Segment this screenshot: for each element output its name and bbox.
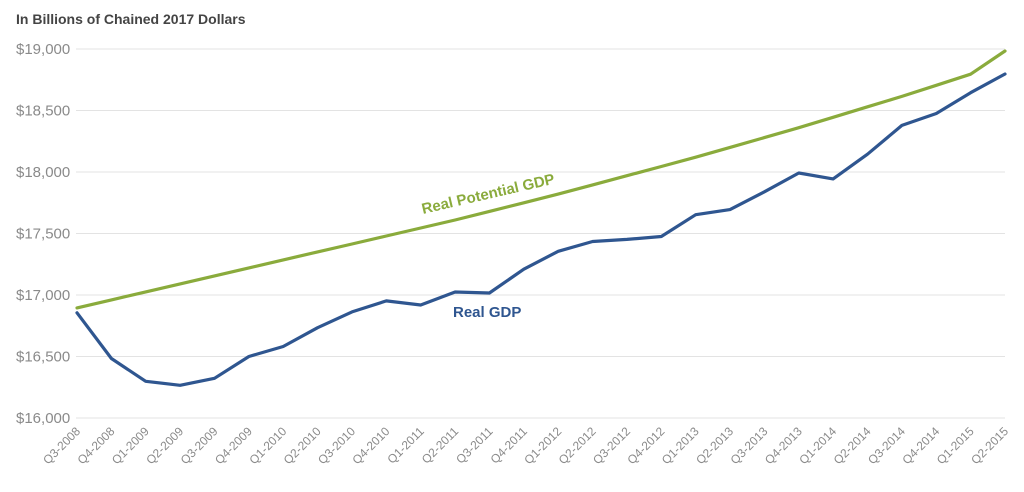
x-tick-label: Q3-2011 — [453, 424, 496, 467]
x-tick-label: Q1-2011 — [385, 424, 428, 467]
y-tick-label: $17,500 — [16, 226, 70, 243]
y-tick-label: $16,500 — [16, 349, 70, 366]
y-tick-label: $17,000 — [16, 287, 70, 304]
series-label-real-gdp: Real GDP — [453, 304, 521, 321]
series-line-real-gdp — [75, 72, 1007, 387]
y-tick-label: $18,000 — [16, 164, 70, 181]
x-tick-label: Q4-2010 — [350, 424, 393, 467]
x-tick-label: Q2-2011 — [419, 424, 462, 467]
y-tick-label: $16,000 — [16, 410, 70, 427]
y-tick-label: $18,500 — [16, 103, 70, 120]
chart-title: In Billions of Chained 2017 Dollars — [16, 11, 246, 27]
y-tick-label: $19,000 — [16, 41, 70, 58]
x-tick-label: Q2-2015 — [968, 424, 1011, 467]
series-line-real-potential-gdp — [75, 49, 1007, 310]
